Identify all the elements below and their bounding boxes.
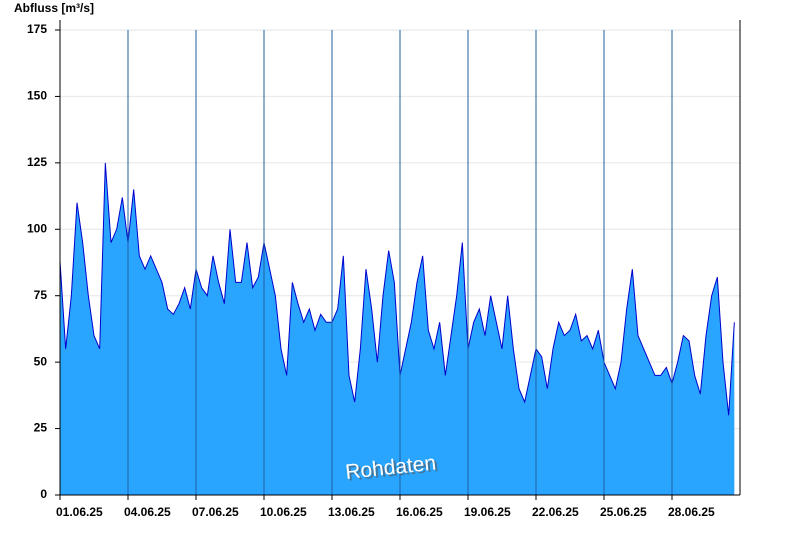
x-tick-label: 16.06.25 xyxy=(396,505,443,519)
y-tick-label: 150 xyxy=(27,89,47,103)
y-tick-label: 75 xyxy=(34,288,48,302)
y-tick-label: 100 xyxy=(27,221,47,235)
x-tick-label: 28.06.25 xyxy=(668,505,715,519)
x-tick-label: 13.06.25 xyxy=(328,505,375,519)
y-tick-label: 125 xyxy=(27,155,47,169)
area xyxy=(60,162,740,496)
x-tick-label: 01.06.25 xyxy=(56,505,103,519)
x-tick-label: 04.06.25 xyxy=(124,505,171,519)
x-tick-label: 22.06.25 xyxy=(532,505,579,519)
x-tick-label: 07.06.25 xyxy=(192,505,239,519)
x-tick-label: 19.06.25 xyxy=(464,505,511,519)
y-tick-label: 175 xyxy=(27,22,47,36)
y-tick-label: 50 xyxy=(34,354,48,368)
y-tick-label: 0 xyxy=(40,487,47,501)
x-tick-label: 10.06.25 xyxy=(260,505,307,519)
line xyxy=(59,162,735,416)
x-tick-label: 25.06.25 xyxy=(600,505,647,519)
y-axis-label: Abfluss [m³/s] xyxy=(14,1,94,15)
y-tick-label: 25 xyxy=(34,421,48,435)
